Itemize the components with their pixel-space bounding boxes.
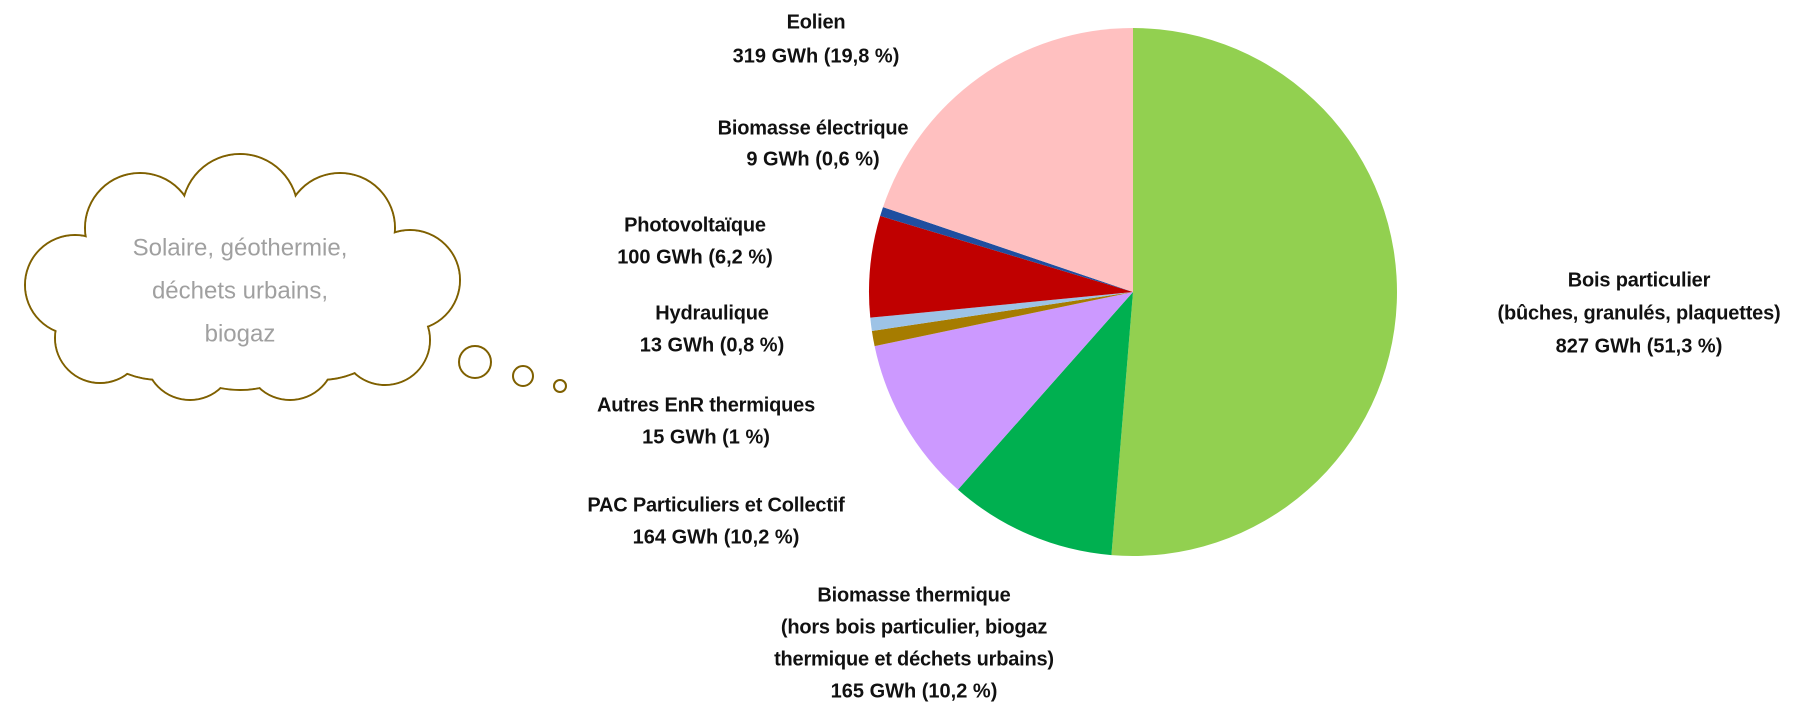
pie-slice xyxy=(1111,28,1397,556)
slice-label: Autres EnR thermiques 15 GWh (1 %) xyxy=(597,394,815,448)
value-label: 100 GWh (6,2 %) xyxy=(617,246,773,268)
cloud-bubble xyxy=(512,365,534,387)
category-label: Photovoltaïque xyxy=(624,214,766,236)
slice-label: Eolien 319 GWh (19,8 %) xyxy=(733,11,900,67)
category-label: Biomasse électrique xyxy=(718,117,909,139)
pie-slice xyxy=(869,215,1133,318)
pie-slice xyxy=(871,292,1133,347)
pie-slice xyxy=(874,292,1133,490)
value-label: 165 GWh (10,2 %) xyxy=(831,680,998,702)
slice-label: Biomasse électrique 9 GWh (0,6 %) xyxy=(718,117,909,170)
category-label: (bûches, granulés, plaquettes) xyxy=(1498,302,1781,324)
pie xyxy=(869,28,1397,556)
labels: Bois particulier (bûches, granulés, plaqu… xyxy=(587,11,1780,702)
value-label: 13 GWh (0,8 %) xyxy=(640,334,784,356)
category-label: PAC Particuliers et Collectif xyxy=(587,494,845,516)
value-label: 319 GWh (19,8 %) xyxy=(733,45,900,67)
category-label: Biomasse thermique xyxy=(817,584,1010,606)
slice-label: Hydraulique 13 GWh (0,8 %) xyxy=(640,302,784,356)
slice-label: Biomasse thermique (hors bois particulier… xyxy=(774,584,1054,702)
annotation: Solaire, géothermie, xyxy=(133,234,348,261)
cloud-bubble xyxy=(553,379,567,393)
thought-cloud: Solaire, géothermie, déchets urbains, biog… xyxy=(24,153,567,401)
pie-slice xyxy=(870,292,1133,331)
cloud-bubble xyxy=(458,345,492,379)
cloud-fill xyxy=(231,201,409,379)
category-label: Bois particulier xyxy=(1568,269,1711,291)
annotation: biogaz xyxy=(205,320,276,347)
annotation: déchets urbains, xyxy=(152,277,328,304)
slice-label: Photovoltaïque 100 GWh (6,2 %) xyxy=(617,214,773,268)
value-label: 164 GWh (10,2 %) xyxy=(633,526,800,548)
category-label: Eolien xyxy=(787,11,846,33)
value-label: 15 GWh (1 %) xyxy=(642,426,770,448)
cloud-fill xyxy=(71,201,249,379)
category-label: Hydraulique xyxy=(655,302,768,324)
pie-slice xyxy=(957,292,1133,556)
category-label: (hors bois particulier, biogaz xyxy=(781,616,1047,638)
slice-label: Bois particulier (bûches, granulés, plaqu… xyxy=(1498,269,1781,357)
pie-slice xyxy=(883,28,1133,292)
category-label: thermique et déchets urbains) xyxy=(774,648,1054,670)
value-label: 9 GWh (0,6 %) xyxy=(746,148,879,170)
value-label: 827 GWh (51,3 %) xyxy=(1556,335,1723,357)
category-label: Autres EnR thermiques xyxy=(597,394,815,416)
pie-slice xyxy=(880,207,1133,292)
slice-label: PAC Particuliers et Collectif 164 GWh (10… xyxy=(587,494,845,548)
